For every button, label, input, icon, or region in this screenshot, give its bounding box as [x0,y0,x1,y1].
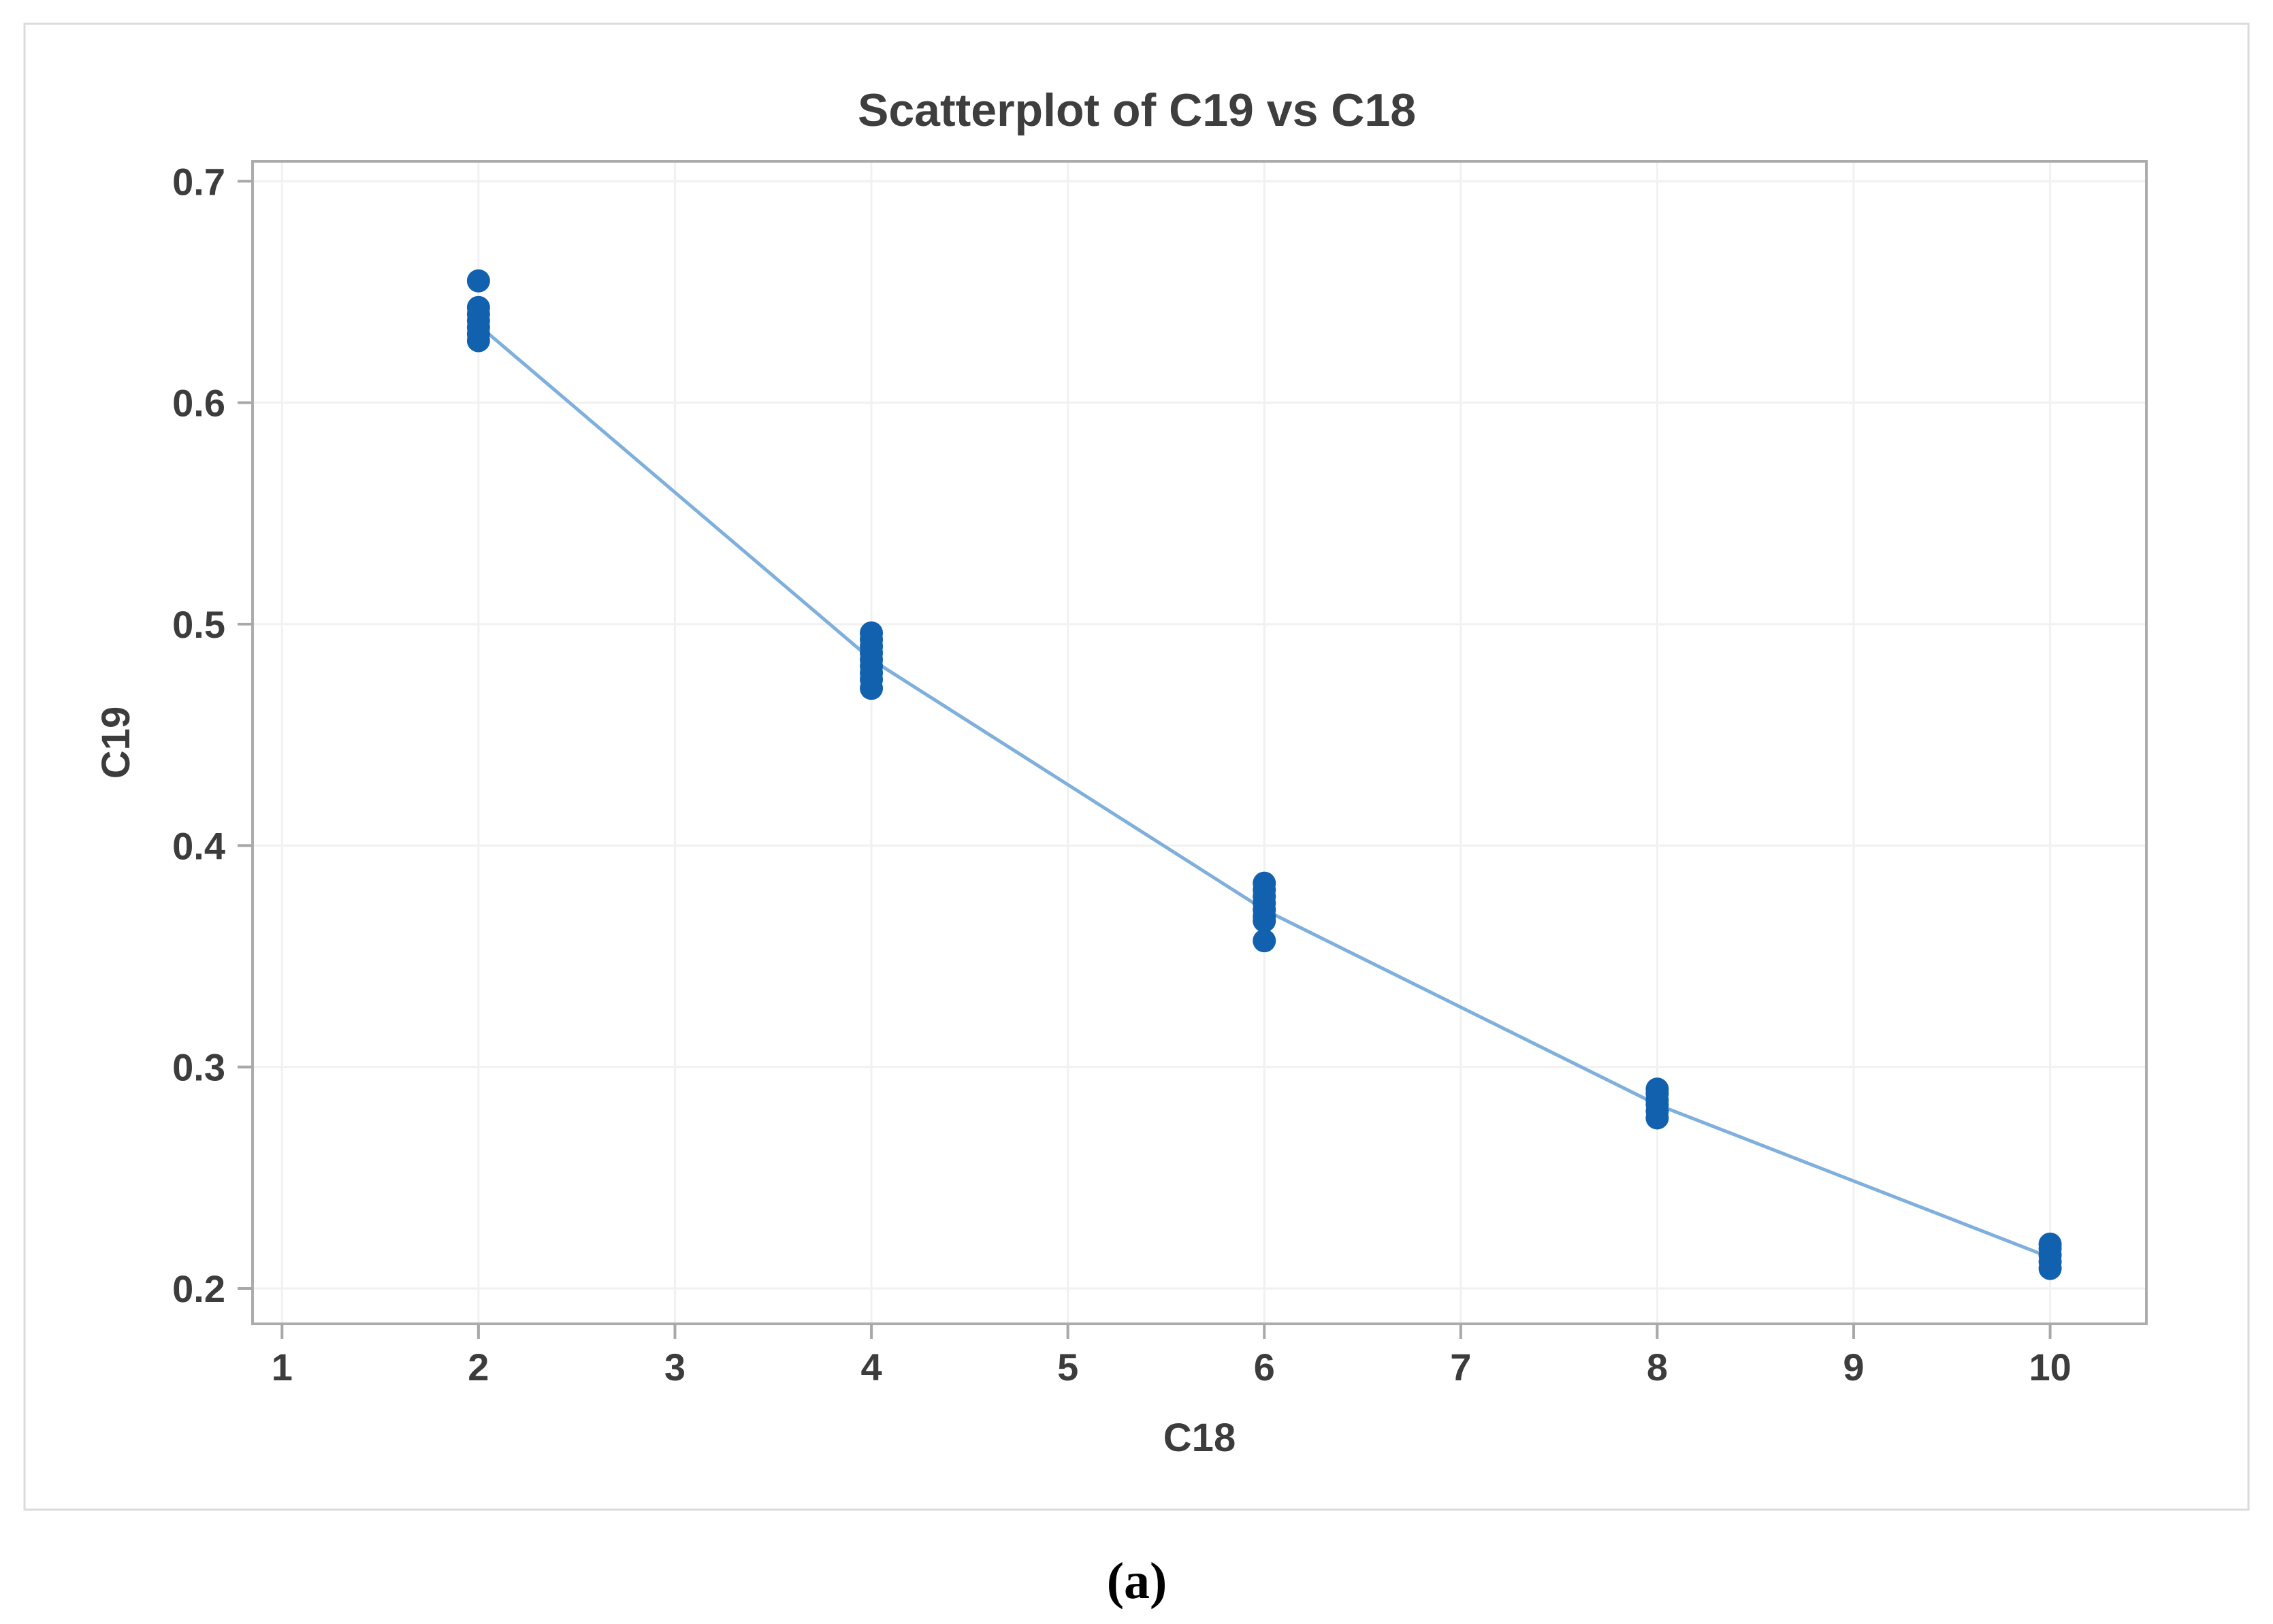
y-tick-label: 0.4 [172,824,225,867]
plot-frame [251,160,2148,1325]
y-tick-labels: 0.2 0.3 0.4 0.5 0.6 0.7 [172,160,225,1310]
x-tick-label: 6 [1254,1346,1275,1388]
data-point [466,269,490,293]
data-point [860,677,884,700]
x-tick-label: 1 [272,1346,293,1388]
figure-border [23,22,2250,1511]
x-tick-labels: 1 2 3 4 5 6 7 8 9 10 [272,1346,2072,1388]
chart-title: Scatterplot of C19 vs C18 [858,84,1416,136]
x-tick-label: 9 [1843,1346,1864,1388]
x-tick-label: 7 [1450,1346,1471,1388]
y-tick-label: 0.6 [172,382,225,425]
data-point [1645,1106,1669,1130]
x-tick-label: 8 [1647,1346,1668,1388]
x-axis-label: C18 [1163,1416,1236,1460]
y-tick-label: 0.2 [172,1267,225,1310]
gridlines [253,161,2146,1324]
x-tick-label: 3 [664,1346,686,1388]
y-axis-label: C19 [94,707,138,779]
x-tick-label: 4 [860,1346,882,1388]
x-tick-label: 10 [2029,1346,2071,1388]
y-tick-label: 0.7 [172,160,225,203]
data-point [1253,929,1276,953]
y-tick-label: 0.5 [172,603,225,646]
data-points [466,269,2062,1280]
y-ticks [238,180,253,1290]
data-point [1253,909,1276,932]
x-ticks [280,1324,2052,1339]
data-point [466,329,490,353]
y-tick-label: 0.3 [172,1046,225,1089]
x-tick-label: 5 [1057,1346,1078,1388]
figure-caption: (a) [1107,1553,1167,1610]
x-tick-label: 2 [468,1346,489,1388]
data-point [2038,1256,2062,1280]
